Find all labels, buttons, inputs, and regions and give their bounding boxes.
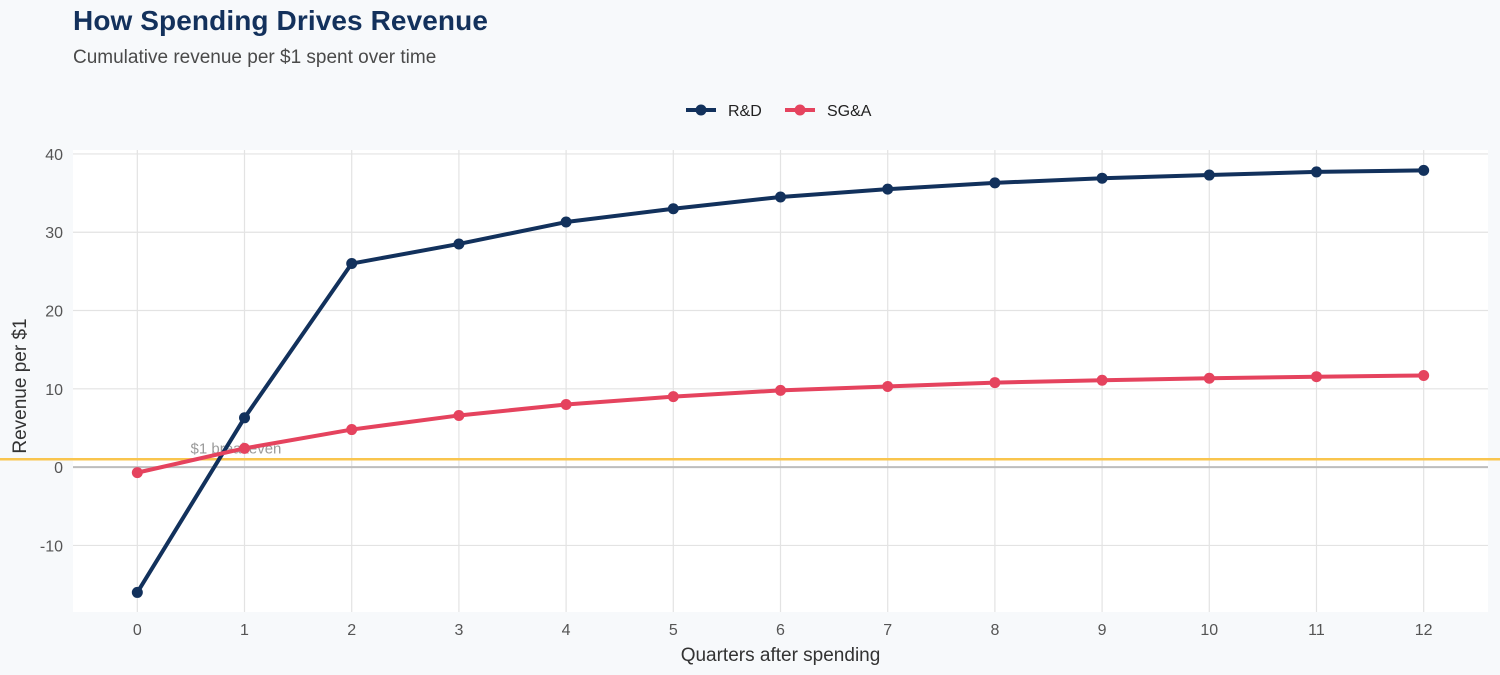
x-tick-label: 2 <box>347 622 356 639</box>
data-point-sga[interactable] <box>989 377 1001 389</box>
y-tick-label: 0 <box>54 460 63 477</box>
legend-label-rd: R&D <box>728 103 762 120</box>
legend-key-point-sga <box>794 104 806 116</box>
x-tick-label: 10 <box>1200 622 1218 639</box>
data-point-sga[interactable] <box>882 380 894 392</box>
y-tick-label: 40 <box>45 147 63 164</box>
data-point-sga[interactable] <box>775 384 786 396</box>
data-point-sga[interactable] <box>1096 374 1108 386</box>
data-point-rd[interactable] <box>1203 169 1215 181</box>
legend-label-sga: SG&A <box>827 103 872 120</box>
y-tick-label: 20 <box>45 304 63 321</box>
data-point-sga[interactable] <box>1203 372 1215 384</box>
data-point-sga[interactable] <box>131 467 143 479</box>
x-tick-label: 8 <box>990 622 999 639</box>
data-point-sga[interactable] <box>239 442 251 454</box>
data-point-rd[interactable] <box>239 412 251 424</box>
x-tick-label: 0 <box>133 622 142 639</box>
x-tick-label: 12 <box>1415 622 1433 639</box>
data-point-rd[interactable] <box>1096 172 1108 184</box>
x-axis-title: Quarters after spending <box>681 645 881 666</box>
data-point-rd[interactable] <box>989 177 1001 189</box>
x-tick-label: 4 <box>562 622 571 639</box>
data-point-sga[interactable] <box>1418 370 1430 382</box>
x-tick-label: 1 <box>240 622 249 639</box>
chart-title: How Spending Drives Revenue <box>73 5 489 36</box>
y-axis-title: Revenue per $1 <box>10 318 31 453</box>
data-point-rd[interactable] <box>131 586 143 598</box>
x-tick-label: 11 <box>1308 622 1325 639</box>
data-point-rd[interactable] <box>560 216 572 228</box>
x-tick-label: 5 <box>669 622 678 639</box>
data-point-rd[interactable] <box>453 238 465 250</box>
data-point-sga[interactable] <box>1310 371 1322 383</box>
data-point-rd[interactable] <box>1310 166 1322 178</box>
y-tick-label: 10 <box>45 382 63 399</box>
data-point-sga[interactable] <box>560 398 572 410</box>
x-tick-label: 6 <box>776 622 785 639</box>
data-point-rd[interactable] <box>346 258 358 270</box>
data-point-sga[interactable] <box>667 391 679 403</box>
chart-subtitle: Cumulative revenue per $1 spent over tim… <box>73 47 437 68</box>
x-tick-label: 3 <box>454 622 463 639</box>
data-point-rd[interactable] <box>667 203 679 215</box>
data-point-sga[interactable] <box>346 424 358 436</box>
y-tick-label: -10 <box>40 538 63 555</box>
data-point-rd[interactable] <box>882 183 894 195</box>
data-point-rd[interactable] <box>775 191 786 203</box>
y-tick-label: 30 <box>45 225 63 242</box>
legend-key-point-rd <box>695 104 707 116</box>
x-tick-label: 7 <box>883 622 892 639</box>
data-point-rd[interactable] <box>1418 164 1430 176</box>
x-tick-label: 9 <box>1098 622 1107 639</box>
data-point-sga[interactable] <box>453 409 465 421</box>
